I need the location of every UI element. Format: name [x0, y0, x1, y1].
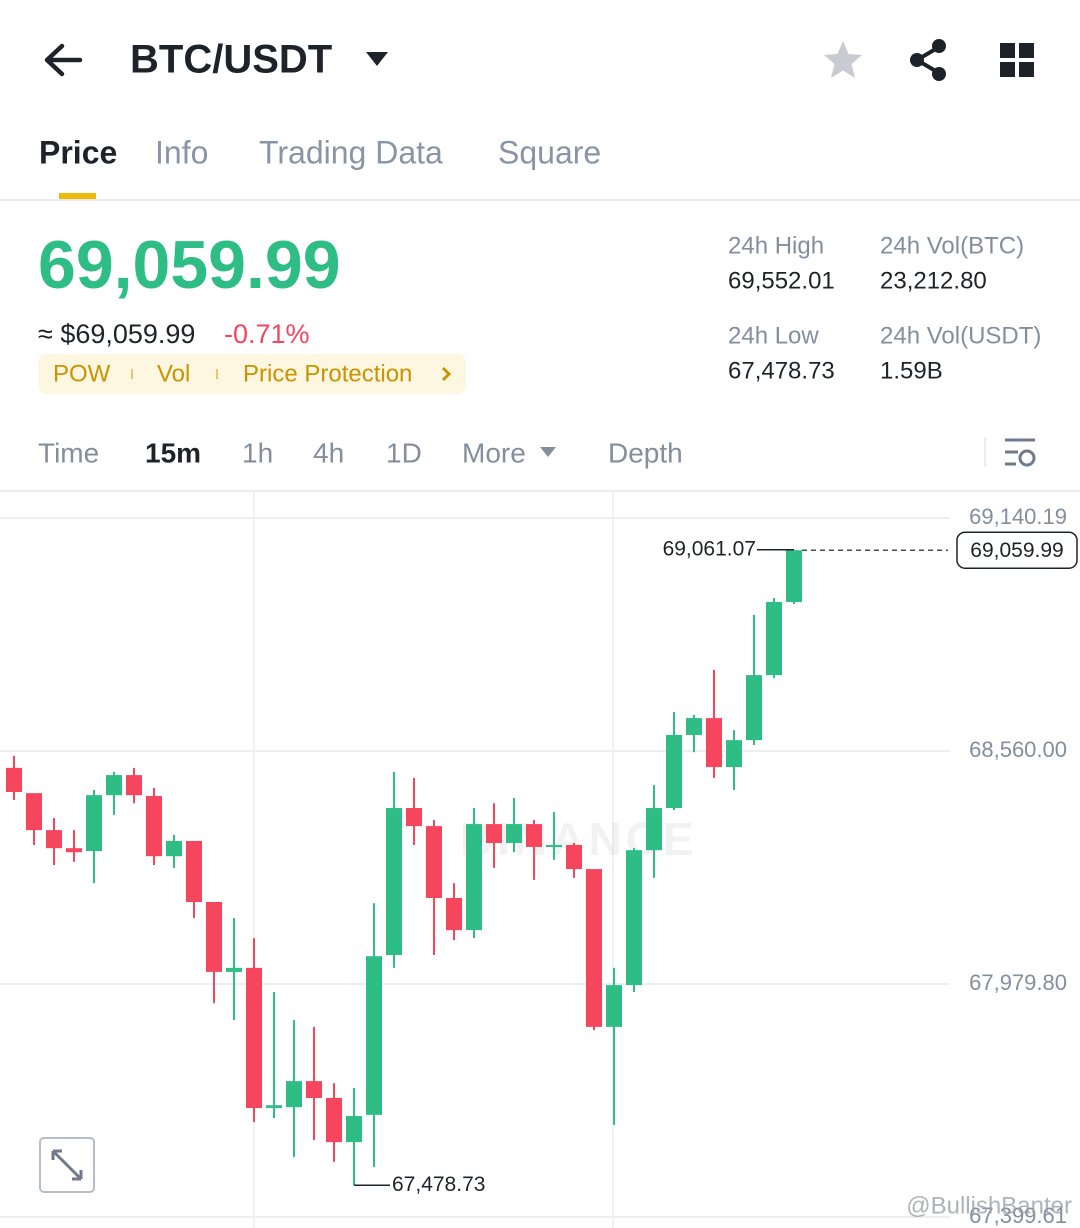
candle-body — [566, 844, 582, 870]
stat-label: 24h Vol(BTC) — [880, 232, 1024, 259]
candle-body — [126, 775, 142, 796]
candle-body — [166, 840, 182, 857]
pair-dropdown[interactable] — [366, 52, 388, 66]
y-tick-label: 68,560.00 — [969, 737, 1067, 762]
candle-body — [326, 1097, 342, 1143]
interval[interactable]: 4h — [313, 437, 344, 468]
high-marker-label: 69,061.07 — [663, 537, 756, 560]
last-price-tag — [956, 531, 1078, 569]
stat-label: 24h High — [728, 232, 824, 259]
candle-body — [386, 808, 402, 956]
stat-value: 67,478.73 — [728, 357, 835, 384]
candle-body — [746, 675, 762, 741]
candle-body — [366, 956, 382, 1115]
candle-body — [486, 824, 502, 843]
y-tick-label: 69,140.19 — [969, 504, 1067, 529]
low-marker-label: 67,478.73 — [392, 1173, 485, 1196]
candle-body — [526, 824, 542, 847]
candle-body — [306, 1081, 322, 1098]
y-tick-label: 67,979.80 — [969, 970, 1067, 995]
favorite-star[interactable] — [824, 41, 862, 78]
pair-title[interactable]: BTC/USDT — [130, 38, 332, 82]
candle-body — [66, 848, 82, 853]
interval[interactable]: Depth — [608, 437, 683, 468]
price-change: -0.71% — [224, 319, 310, 349]
candle-body — [766, 602, 782, 676]
tag-separator — [131, 369, 133, 379]
candle-body — [546, 844, 562, 847]
tag[interactable]: Price Protection — [243, 360, 412, 387]
candle-body — [646, 808, 662, 851]
candle-body — [446, 897, 462, 931]
tag-bar[interactable] — [38, 354, 466, 394]
candle-body — [46, 830, 62, 849]
candle-body — [346, 1116, 362, 1143]
y-tick-label: 67,399.61 — [969, 1203, 1067, 1228]
candle-body — [26, 793, 42, 831]
candle-body — [706, 718, 722, 768]
candle-body — [286, 1081, 302, 1108]
tag[interactable]: Vol — [157, 360, 190, 387]
candle-body — [786, 550, 802, 603]
candle-body — [586, 869, 602, 1027]
stat-value: 69,552.01 — [728, 267, 835, 294]
tab-indicator — [59, 193, 96, 199]
grid-menu[interactable] — [1000, 43, 1034, 77]
last-price: 69,059.99 — [38, 227, 341, 303]
tag-separator — [216, 369, 218, 379]
stat-label: 24h Low — [728, 322, 819, 349]
plot: 69,140.19 68,560.00 67,979.80 67,399.61 69,0… — [0, 504, 1078, 1228]
candle-body — [626, 850, 642, 986]
tab[interactable]: Price — [39, 134, 117, 170]
more-caret — [540, 447, 556, 457]
candle-body — [466, 824, 482, 931]
candle-body — [226, 967, 242, 972]
interval[interactable]: 1h — [242, 437, 273, 468]
interval[interactable]: More — [462, 437, 526, 468]
candle-body — [186, 840, 202, 902]
tab[interactable]: Square — [498, 134, 601, 170]
candle-body — [686, 718, 702, 735]
last-price-label: 69,059.99 — [970, 539, 1063, 562]
candle-body — [106, 775, 122, 796]
back-button[interactable] — [44, 43, 83, 77]
chart-settings[interactable] — [1005, 438, 1036, 467]
candle-body — [666, 734, 682, 809]
tag[interactable]: POW — [53, 360, 111, 387]
candle-body — [266, 1105, 282, 1109]
interval[interactable]: 1D — [386, 437, 422, 468]
interval[interactable]: Time — [38, 437, 99, 468]
candle-body — [426, 826, 442, 898]
fiat-price: ≈ $69,059.99 — [38, 319, 195, 349]
candle-body — [726, 740, 742, 768]
candle-body — [206, 901, 222, 972]
stat-label: 24h Vol(USDT) — [880, 322, 1041, 349]
candle-body — [6, 767, 22, 792]
fullscreen-icon — [51, 1149, 83, 1181]
tab[interactable]: Trading Data — [259, 134, 443, 170]
candle-body — [246, 967, 262, 1109]
candle-body — [86, 795, 102, 851]
candle-body — [146, 795, 162, 857]
chevron — [441, 366, 452, 382]
tab[interactable]: Info — [155, 134, 208, 170]
candle-body — [406, 808, 422, 827]
stat-value: 23,212.80 — [880, 267, 987, 294]
candle-body — [506, 824, 522, 843]
candle-body — [606, 985, 622, 1027]
credit: @BullishBanter — [906, 1192, 1072, 1219]
interval[interactable]: 15m — [145, 437, 201, 468]
stat-value: 1.59B — [880, 357, 943, 384]
share-button[interactable] — [910, 39, 946, 81]
